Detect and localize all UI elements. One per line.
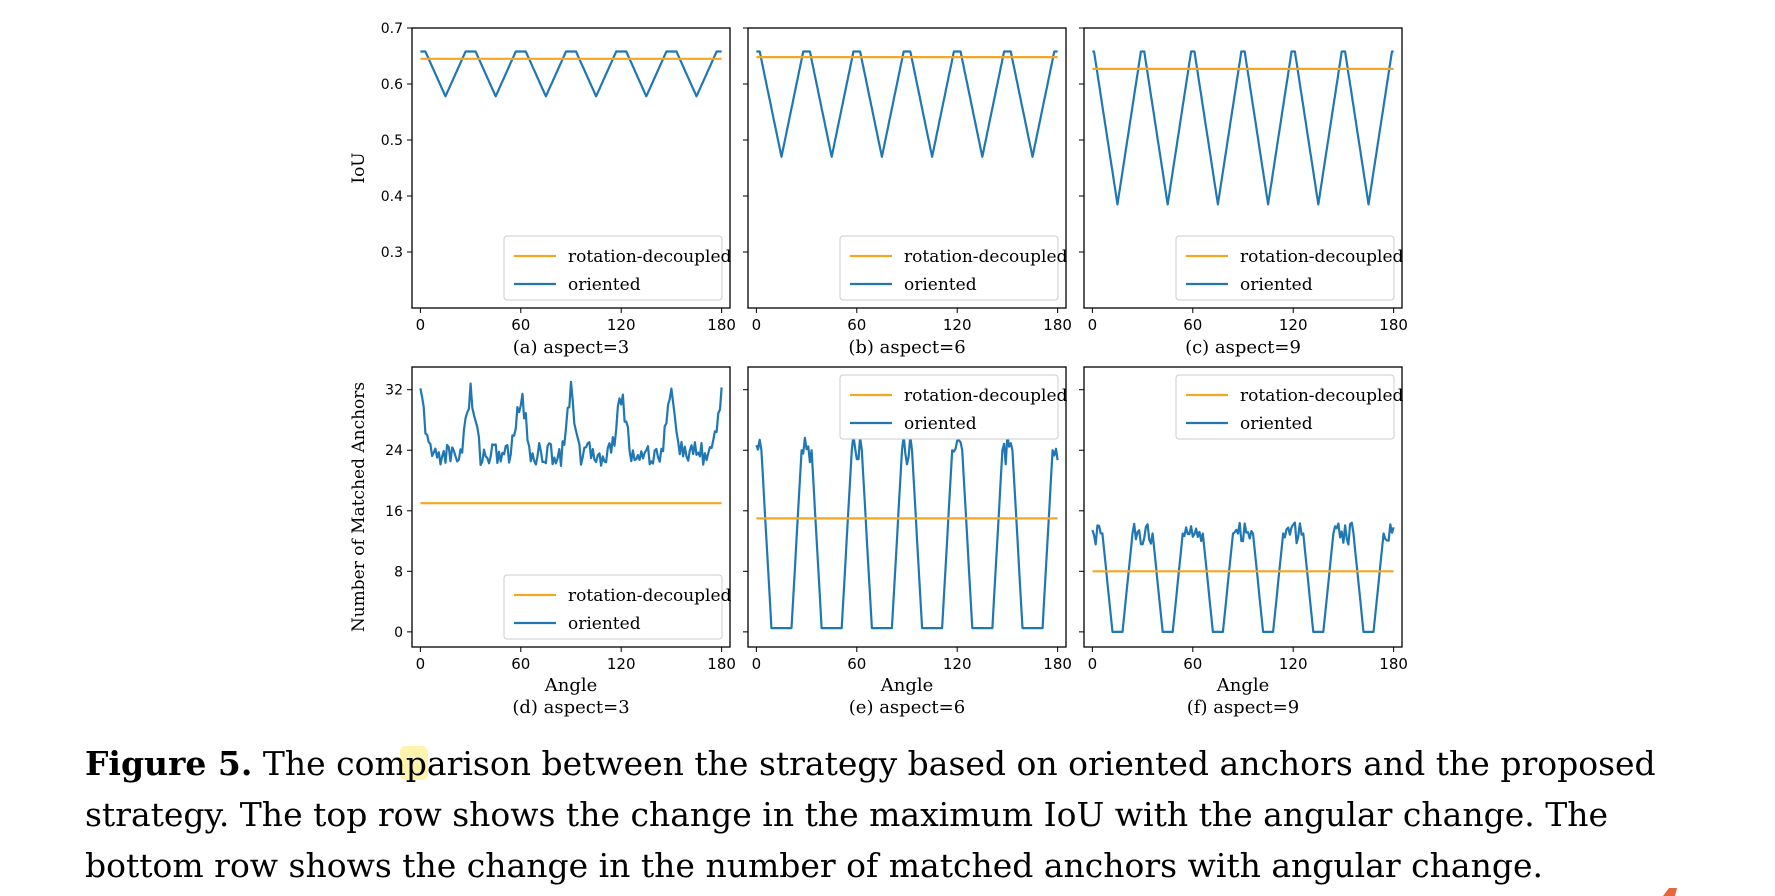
chart-panel-5: 0 60 120 180 Angle(e) aspect=6 rotation-decou… [743, 366, 1072, 718]
chart-panel-1: 0 60 120 180 0.3 0.4 0.5 0.6 0.7 IoU (a) aspect=3 r… [349, 21, 736, 358]
x-tick-label: 0 [1088, 316, 1098, 334]
x-tick-label: 120 [607, 655, 636, 673]
x-tick-label: 180 [1379, 655, 1408, 673]
chart-panel-6: 0 60 120 180 Angle(f) aspect=9 rotation-decou… [1079, 366, 1408, 718]
panel-subtitle: (a) aspect=3 [513, 337, 630, 358]
x-axis-label: Angle [880, 675, 934, 696]
series-line-oriented [1092, 50, 1394, 206]
legend-box [503, 235, 723, 301]
legend-label-oriented: oriented [1240, 275, 1313, 295]
panel-subtitle: (c) aspect=9 [1185, 337, 1301, 358]
legend-label-rotation-decoupled: rotation-decoupled [904, 386, 1068, 406]
x-tick-label: 180 [707, 655, 736, 673]
x-tick-label: 120 [943, 316, 972, 334]
legend-label-rotation-decoupled: rotation-decoupled [904, 247, 1068, 267]
legend-box [503, 574, 723, 640]
text-highlight-mark [400, 746, 428, 780]
corner-badge-icon [1663, 888, 1677, 896]
x-axis-label: Angle [1216, 675, 1270, 696]
panel-subtitle: (e) aspect=6 [849, 697, 965, 718]
legend-box [839, 374, 1059, 440]
legend-label-rotation-decoupled: rotation-decoupled [1240, 247, 1404, 267]
legend-box [839, 235, 1059, 301]
x-tick-label: 60 [511, 655, 530, 673]
legend-label-oriented: oriented [904, 414, 977, 434]
panel-subtitle: (f) aspect=9 [1187, 697, 1299, 718]
x-tick-label: 60 [847, 655, 866, 673]
x-tick-label: 120 [607, 316, 636, 334]
legend-label-oriented: oriented [904, 275, 977, 295]
panel-subtitle: (b) aspect=6 [848, 337, 965, 358]
plot-frame [1083, 27, 1403, 309]
x-tick-label: 0 [1088, 655, 1098, 673]
x-tick-label: 0 [416, 655, 426, 673]
figure-caption: Figure 5. The comparison between the str… [85, 738, 1725, 891]
plot-frame [1083, 366, 1403, 648]
y-tick-label: 16 [385, 504, 403, 520]
y-tick-label: 0.7 [381, 21, 403, 37]
y-tick-label: 8 [394, 564, 403, 580]
x-tick-label: 60 [511, 316, 530, 334]
series-line-oriented [756, 50, 1058, 158]
legend-box [1175, 235, 1395, 301]
series-line-oriented [420, 50, 722, 98]
legend-label-rotation-decoupled: rotation-decoupled [568, 247, 732, 267]
chart-panel-3: 0 60 120 180 (c) aspect=9 rotation-decoupled o… [1079, 27, 1408, 358]
caption-label: Figure 5. [85, 744, 253, 783]
plot-frame [411, 27, 731, 309]
legend-label-oriented: oriented [568, 275, 641, 295]
y-tick-label: 0.4 [381, 189, 403, 205]
x-tick-label: 60 [847, 316, 866, 334]
x-tick-label: 0 [752, 655, 762, 673]
x-tick-label: 120 [1279, 316, 1308, 334]
y-axis-label: Number of Matched Anchors [349, 382, 369, 632]
y-tick-label: 0.6 [381, 77, 403, 93]
y-axis-label: IoU [349, 152, 369, 183]
caption-text: The comparison between the strategy base… [85, 744, 1656, 885]
x-tick-label: 180 [1379, 316, 1408, 334]
legend-label-rotation-decoupled: rotation-decoupled [568, 586, 732, 606]
legend-box [1175, 374, 1395, 440]
panel-subtitle: (d) aspect=3 [512, 697, 629, 718]
x-tick-label: 60 [1183, 316, 1202, 334]
plot-frame [747, 27, 1067, 309]
series-line-oriented [419, 380, 723, 467]
plot-frame [747, 366, 1067, 648]
y-tick-label: 0 [394, 625, 403, 641]
chart-panel-2: 0 60 120 180 (b) aspect=6 rotation-decoupled o… [743, 27, 1072, 358]
series-line-oriented [755, 434, 1059, 630]
legend-label-oriented: oriented [568, 614, 641, 634]
x-tick-label: 180 [1043, 655, 1072, 673]
x-tick-label: 120 [1279, 655, 1308, 673]
x-tick-label: 180 [707, 316, 736, 334]
legend-label-oriented: oriented [1240, 414, 1313, 434]
x-tick-label: 180 [1043, 316, 1072, 334]
y-tick-label: 24 [385, 443, 403, 459]
plot-frame [411, 366, 731, 648]
y-tick-label: 0.3 [381, 245, 403, 261]
x-tick-label: 60 [1183, 655, 1202, 673]
figure-panels: 0 60 120 180 0.3 0.4 0.5 0.6 0.7 IoU (a) aspect=3 r… [349, 21, 1408, 718]
series-line-oriented [1091, 521, 1395, 634]
y-tick-label: 32 [385, 383, 403, 399]
y-tick-label: 0.5 [381, 133, 403, 149]
legend-label-rotation-decoupled: rotation-decoupled [1240, 386, 1404, 406]
x-tick-label: 0 [416, 316, 426, 334]
x-axis-label: Angle [544, 675, 598, 696]
x-tick-label: 0 [752, 316, 762, 334]
x-tick-label: 120 [943, 655, 972, 673]
chart-panel-4: 0 60 120 180 0 8 16 24 32 Number of Matched Ancho… [349, 366, 736, 718]
